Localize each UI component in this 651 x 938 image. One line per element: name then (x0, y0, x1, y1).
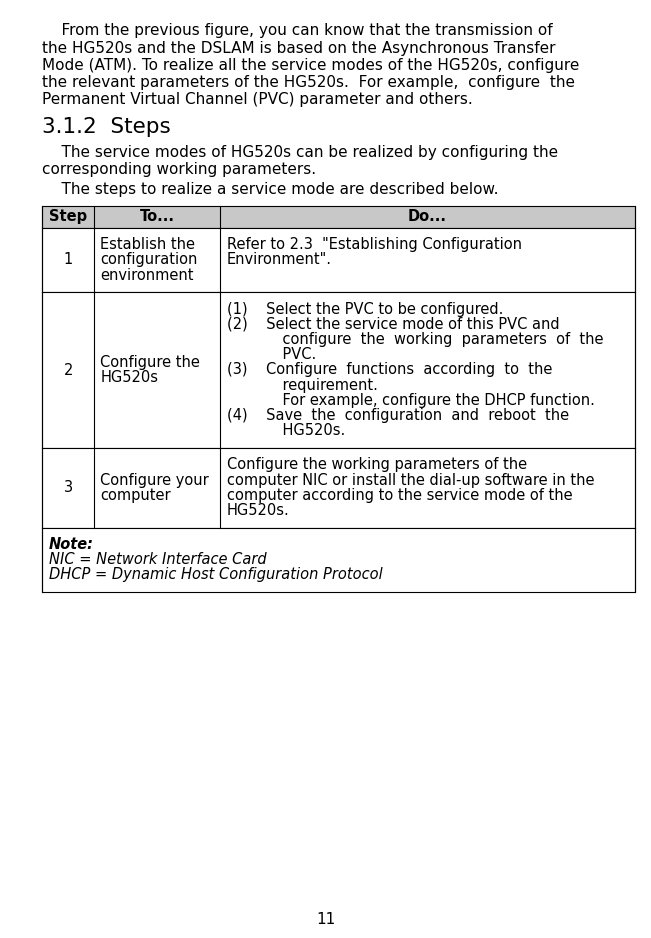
Text: Establish the: Establish the (100, 237, 195, 252)
Text: 3: 3 (64, 480, 73, 495)
Text: 2: 2 (63, 362, 73, 377)
Text: computer: computer (100, 488, 171, 503)
Text: computer according to the service mode of the: computer according to the service mode o… (227, 488, 572, 503)
Text: 3.1.2  Steps: 3.1.2 Steps (42, 117, 171, 137)
Bar (42, 228, 635, 292)
Text: 11: 11 (316, 912, 335, 927)
Text: To...: To... (139, 209, 174, 224)
Text: (1)    Select the PVC to be configured.: (1) Select the PVC to be configured. (227, 301, 503, 316)
Text: NIC = Network Interface Card: NIC = Network Interface Card (49, 552, 266, 567)
Text: Configure the working parameters of the: Configure the working parameters of the (227, 458, 527, 473)
Text: environment: environment (100, 267, 194, 282)
Bar (42, 205, 635, 228)
Text: the relevant parameters of the HG520s.  For example,  configure  the: the relevant parameters of the HG520s. F… (42, 75, 575, 90)
Text: computer NIC or install the dial-up software in the: computer NIC or install the dial-up soft… (227, 473, 594, 488)
Text: HG520s.: HG520s. (227, 503, 289, 518)
Text: (2)    Select the service mode of this PVC and: (2) Select the service mode of this PVC … (227, 317, 559, 332)
Text: PVC.: PVC. (227, 347, 316, 362)
Text: HG520s.: HG520s. (227, 423, 345, 438)
Text: Note:: Note: (49, 537, 94, 552)
Text: HG520s: HG520s (100, 370, 158, 385)
Text: Mode (ATM). To realize all the service modes of the HG520s, configure: Mode (ATM). To realize all the service m… (42, 57, 579, 72)
Text: DHCP = Dynamic Host Configuration Protocol: DHCP = Dynamic Host Configuration Protoc… (49, 567, 383, 582)
Text: configuration: configuration (100, 252, 198, 267)
Text: Do...: Do... (408, 209, 447, 224)
Text: Configure the: Configure the (100, 355, 201, 370)
Text: Refer to 2.3  "Establishing Configuration: Refer to 2.3 "Establishing Configuration (227, 237, 521, 252)
Text: The steps to realize a service mode are described below.: The steps to realize a service mode are … (42, 182, 499, 197)
Text: The service modes of HG520s can be realized by configuring the: The service modes of HG520s can be reali… (42, 145, 559, 160)
Text: From the previous figure, you can know that the transmission of: From the previous figure, you can know t… (42, 23, 553, 38)
Text: corresponding working parameters.: corresponding working parameters. (42, 162, 316, 177)
Text: 1: 1 (63, 252, 73, 267)
Text: Step: Step (49, 209, 87, 224)
Text: (3)    Configure  functions  according  to  the: (3) Configure functions according to the (227, 362, 552, 377)
Text: the HG520s and the DSLAM is based on the Asynchronous Transfer: the HG520s and the DSLAM is based on the… (42, 40, 556, 55)
Text: Environment".: Environment". (227, 252, 331, 267)
Text: requirement.: requirement. (227, 378, 378, 393)
Text: For example, configure the DHCP function.: For example, configure the DHCP function… (227, 393, 594, 408)
Bar (42, 292, 635, 448)
Bar (42, 448, 635, 527)
Bar (42, 527, 635, 592)
Text: (4)    Save  the  configuration  and  reboot  the: (4) Save the configuration and reboot th… (227, 408, 569, 423)
Text: Permanent Virtual Channel (PVC) parameter and others.: Permanent Virtual Channel (PVC) paramete… (42, 92, 473, 107)
Text: configure  the  working  parameters  of  the: configure the working parameters of the (227, 332, 603, 347)
Text: Configure your: Configure your (100, 473, 209, 488)
